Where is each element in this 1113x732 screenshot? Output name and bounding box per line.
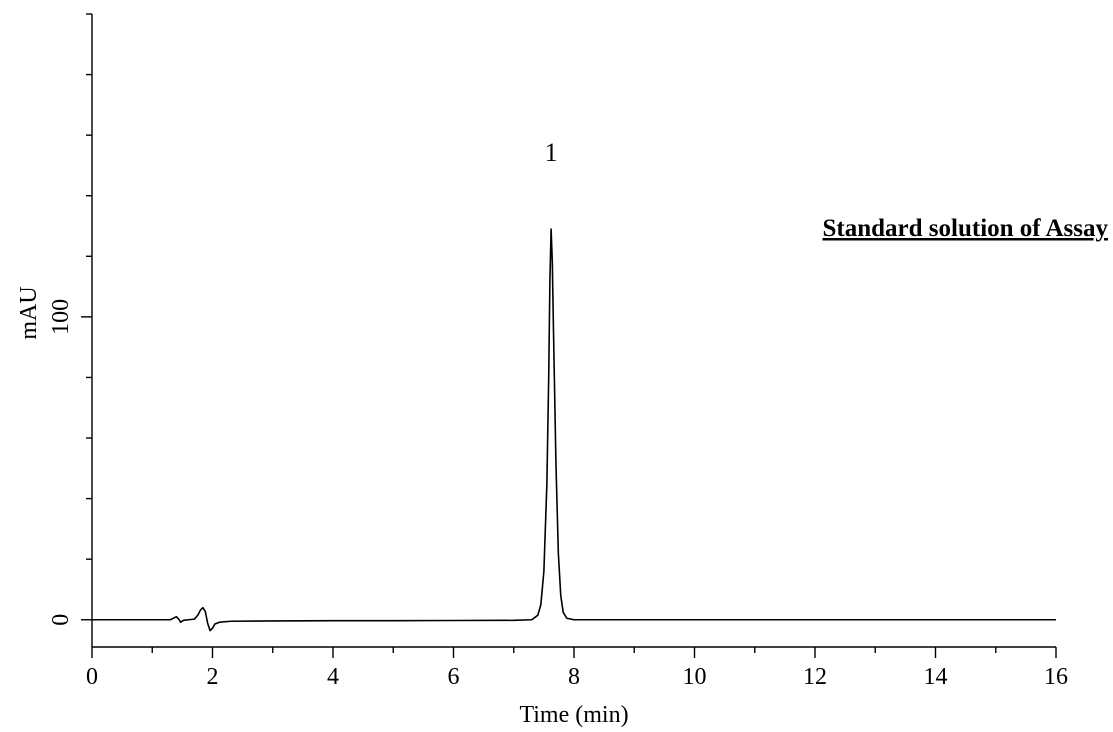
x-tick-label: 0 bbox=[86, 664, 98, 690]
x-tick-label: 10 bbox=[683, 664, 707, 690]
x-tick-label: 16 bbox=[1044, 664, 1068, 690]
tick-marks bbox=[81, 13, 1057, 658]
peak-labels: 1 bbox=[545, 138, 558, 167]
axes bbox=[91, 14, 1056, 648]
x-tick-label: 4 bbox=[327, 664, 339, 690]
x-tick-label: 6 bbox=[448, 664, 460, 690]
chromatogram-trace bbox=[92, 228, 1056, 632]
x-tick-label: 8 bbox=[568, 664, 580, 690]
y-tick-label: 0 bbox=[48, 614, 74, 626]
peak-label: 1 bbox=[545, 138, 558, 167]
y-axis-title: mAU bbox=[16, 286, 42, 339]
x-tick-label: 2 bbox=[207, 664, 219, 690]
x-tick-label: 14 bbox=[924, 664, 948, 690]
x-axis-title: Time (min) bbox=[519, 702, 628, 728]
annotation-standard-solution: Standard solution of Assay bbox=[823, 215, 1109, 242]
y-tick-label: 100 bbox=[48, 299, 74, 335]
x-tick-label: 12 bbox=[803, 664, 827, 690]
tick-labels: 0 2 4 6 8 10 12 14 16 0 100 bbox=[48, 299, 1068, 690]
